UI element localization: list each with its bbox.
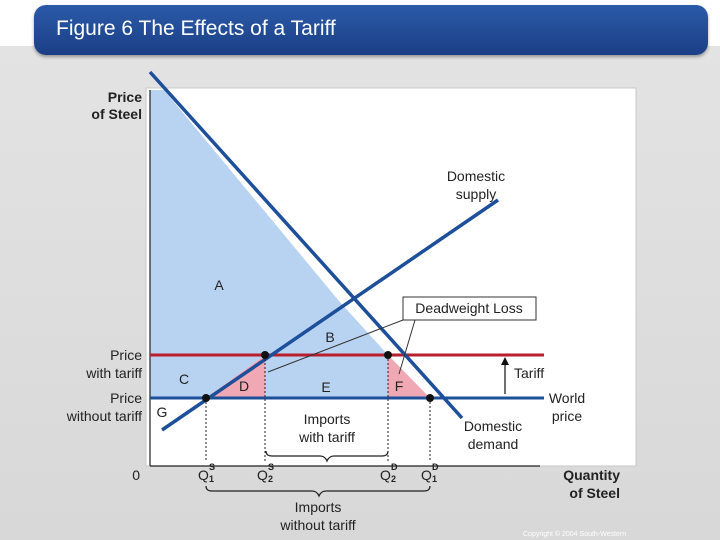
slide-title: Figure 6 The Effects of a Tariff [56, 17, 336, 40]
domestic-supply-curve [161, 198, 499, 432]
svg-text:2: 2 [391, 474, 396, 484]
label-q2s: Q S 2 [257, 462, 274, 484]
price-with-tariff-label-line1: Price [110, 347, 142, 363]
imports-with-tariff-line2: with tariff [298, 429, 355, 445]
tariff-arrow-head [501, 357, 509, 365]
origin-label: 0 [132, 467, 140, 483]
point-q1s [202, 394, 210, 402]
graph-panel [145, 87, 637, 467]
imports-without-tariff-line1: Imports [295, 499, 342, 515]
deadweight-loss-left [206, 355, 265, 398]
svg-text:Q: Q [421, 467, 432, 483]
svg-text:2: 2 [268, 474, 273, 484]
deadweight-pointer-left [267, 319, 404, 373]
point-q2s [261, 351, 269, 359]
area-f-label: F [395, 378, 404, 394]
world-price-label-line2: price [552, 408, 583, 424]
domestic-demand-curve [148, 70, 464, 420]
quantity-guides [205, 355, 431, 462]
svg-text:Q: Q [380, 467, 391, 483]
label-q1s: Q S 1 [198, 462, 215, 484]
deadweight-pointer-right [398, 319, 416, 375]
svg-text:S: S [209, 462, 215, 472]
imports-without-tariff-brace [205, 485, 431, 498]
point-q2d [384, 351, 392, 359]
area-b-label: B [325, 329, 334, 345]
demand-label-line1: Domestic [464, 418, 522, 434]
point-q1d [426, 394, 434, 402]
y-axis-label-line2: of Steel [91, 106, 142, 122]
svg-text:D: D [432, 462, 439, 472]
x-axis-label-line2: of Steel [569, 485, 620, 501]
area-c-region [150, 355, 265, 398]
tariff-label: Tariff [514, 365, 544, 381]
deadweight-loss-label: Deadweight Loss [415, 300, 522, 316]
world-price-label-line1: World [549, 390, 585, 406]
label-q2d: Q D 2 [380, 462, 398, 484]
imports-without-tariff-line2: without tariff [279, 517, 355, 533]
svg-text:S: S [268, 462, 274, 472]
price-without-tariff-label-line1: Price [110, 390, 142, 406]
supply-label-line2: supply [456, 186, 496, 202]
area-g-label: G [157, 404, 168, 420]
title-bar: Figure 6 The Effects of a Tariff [34, 5, 708, 55]
area-a-label: A [214, 277, 224, 293]
price-with-tariff-label-line2: with tariff [85, 365, 142, 381]
label-q1d: Q D 1 [421, 462, 439, 484]
deadweight-loss-box [402, 296, 537, 321]
x-axis-label-line1: Quantity [563, 467, 620, 483]
area-d-label: D [239, 378, 249, 394]
area-e-label: E [321, 379, 330, 395]
imports-with-tariff-brace [265, 450, 389, 463]
tariff-revenue-area [265, 355, 388, 398]
deadweight-loss-right [388, 355, 430, 398]
svg-text:Q: Q [198, 467, 209, 483]
area-c-label: C [179, 371, 189, 387]
svg-text:D: D [391, 462, 398, 472]
copyright-text: Copyright © 2004 South-Western [523, 530, 626, 538]
y-axis-label-line1: Price [108, 89, 142, 105]
svg-text:Q: Q [257, 467, 268, 483]
supply-label-line1: Domestic [447, 168, 505, 184]
svg-text:1: 1 [209, 474, 214, 484]
price-without-tariff-label-line2: without tariff [66, 408, 142, 424]
imports-with-tariff-line1: Imports [304, 411, 351, 427]
consumer-surplus-area [150, 90, 388, 355]
demand-label-line2: demand [468, 436, 519, 452]
svg-text:1: 1 [432, 474, 437, 484]
